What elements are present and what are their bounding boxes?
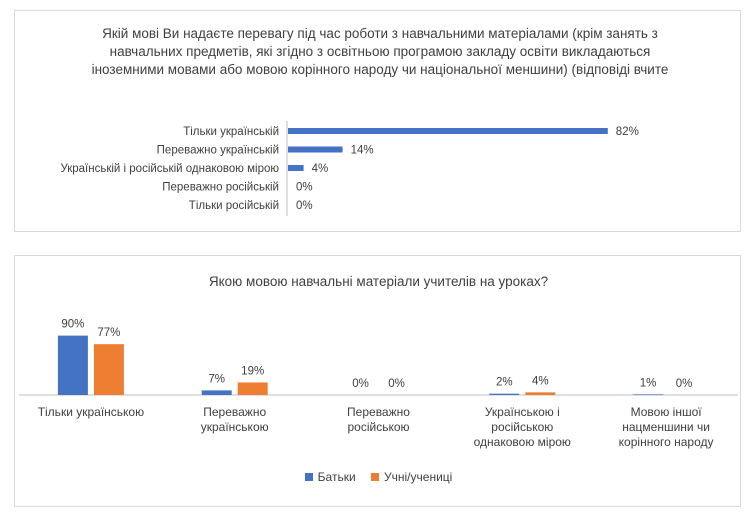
category-label: українською	[201, 420, 269, 434]
category-label: Тільки українській	[183, 126, 279, 138]
data-label: 19%	[241, 365, 264, 377]
bar	[633, 394, 664, 395]
category-label: Переважно українській	[157, 145, 279, 157]
bar	[288, 165, 304, 171]
category-label: Переважно	[203, 405, 266, 419]
data-label: 0%	[388, 378, 405, 390]
legend-label: Учні/учениці	[384, 470, 453, 484]
legend-label: Батьки	[317, 470, 356, 484]
data-label: 4%	[312, 163, 329, 175]
category-label: Тільки українською	[38, 405, 144, 419]
category-label: однаковою мірою	[474, 435, 571, 449]
data-label: 7%	[208, 373, 225, 385]
data-label: 2%	[496, 377, 513, 389]
category-label: російською	[347, 420, 409, 434]
bar	[489, 393, 520, 395]
data-label: 0%	[352, 378, 369, 390]
data-label: 0%	[296, 200, 313, 212]
chart-panel-preferred-language: Якій мові Ви надаєте перевагу під час ро…	[14, 10, 741, 232]
category-label: російською	[491, 420, 553, 434]
bar	[57, 335, 88, 395]
legend-item-parents: Батьки	[304, 470, 356, 484]
bar	[93, 344, 124, 395]
chart-legend: Батьки Учні/учениці	[15, 470, 742, 484]
data-label: 14%	[351, 145, 374, 157]
chart-title: Якій мові Ви надаєте перевагу під час ро…	[91, 26, 669, 77]
bar	[525, 392, 556, 395]
bar	[237, 382, 268, 395]
data-label: 1%	[640, 377, 657, 389]
legend-swatch	[371, 473, 380, 481]
data-label: 0%	[296, 182, 313, 194]
category-label: Переважно	[347, 405, 410, 419]
data-label: 82%	[616, 126, 639, 138]
grouped-bar-chart: 90%77%Тільки українською7%19%Переважноук…	[19, 319, 738, 449]
category-label: Українській і російській однаковою мірою	[60, 163, 279, 175]
category-label: Мовою іншої	[631, 405, 703, 419]
category-label: корінного народу	[619, 435, 714, 449]
data-label: 4%	[532, 375, 549, 387]
chart-title: Якою мовою навчальні матеріали учителів …	[208, 274, 549, 289]
category-label: Тільки російській	[189, 200, 279, 212]
data-label: 77%	[97, 327, 120, 339]
chart-panel-materials-language: Якою мовою навчальні матеріали учителів …	[14, 255, 741, 507]
category-label: Переважно російській	[162, 182, 279, 194]
legend-item-students: Учні/учениці	[371, 470, 452, 484]
legend-swatch	[304, 473, 313, 481]
data-label: 0%	[676, 378, 693, 390]
bar	[288, 146, 343, 153]
category-label: Українською і	[485, 405, 560, 419]
horizontal-bar-chart: Тільки українській 82% Переважно українськ…	[60, 121, 639, 216]
data-label: 90%	[61, 319, 84, 331]
bar	[201, 390, 232, 395]
bar	[288, 128, 608, 134]
category-label: нацменшини чи	[622, 420, 710, 434]
